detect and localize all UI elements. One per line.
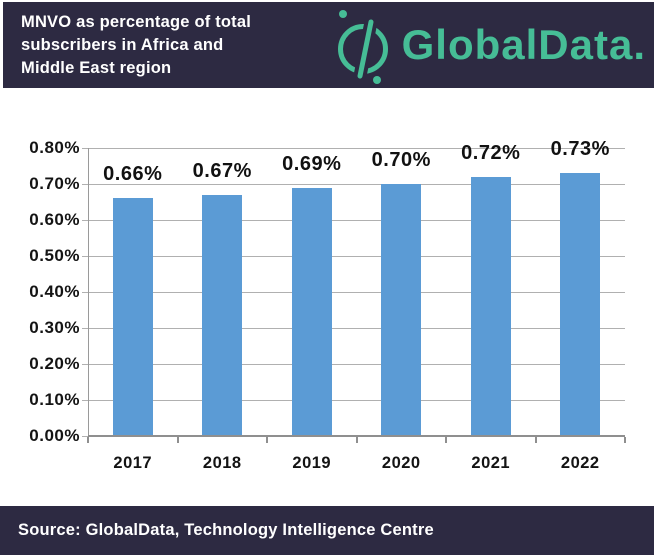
x-axis-label: 2022 [560,454,600,472]
x-axis-label: 2019 [292,454,332,472]
x-axis-tick [176,437,179,443]
x-axis-label: 2018 [202,454,242,472]
gridline [82,255,625,257]
bar [202,194,243,436]
y-axis-label: 0.70% [29,174,80,193]
y-axis-label: 0.20% [29,354,80,373]
y-axis-label: 0.60% [29,210,80,229]
x-axis-label: 2021 [471,454,511,472]
bar [112,198,153,436]
gridline [82,183,625,185]
bar-value-label: 0.70% [371,149,431,171]
source-bar: Source: GlobalData, Technology Intellige… [0,506,654,555]
y-axis-label: 0.40% [29,282,80,301]
y-tick [82,435,88,437]
y-axis-label: 0.50% [29,246,80,265]
y-axis-label: 0.00% [29,426,80,445]
x-axis-tick [266,437,268,443]
header: MNVO as percentage of total subscribers … [3,2,654,88]
source-text: Source: GlobalData, Technology Intellige… [18,521,434,539]
chart-title-line-1: MNVO as percentage of total [21,12,252,31]
bar [560,173,601,436]
bar-value-label: 0.67% [192,159,252,182]
chart-title-line-3: Middle East region [21,58,172,77]
x-axis-tick [534,437,537,443]
bar [291,187,332,436]
bar-value-label: 0.66% [103,163,163,186]
x-axis-tick [87,437,89,443]
gridline [82,327,625,329]
bar-value-label: 0.73% [550,138,610,161]
bar-value-label: 0.69% [282,152,342,175]
globaldata-logo: GlobalData. [336,6,646,84]
y-axis-line [88,148,89,436]
gridline [82,147,625,149]
x-axis-tick [355,437,358,443]
gridline [82,399,625,401]
chart-title-line-2: subscribers in Africa and [21,35,224,54]
chart-title: MNVO as percentage of total subscribers … [21,11,251,80]
bar [381,184,422,436]
x-axis-line [88,435,625,437]
x-axis-label: 2017 [113,454,153,472]
x-axis-label: 2020 [381,454,421,472]
gridline [82,291,625,293]
y-axis-label: 0.30% [29,318,80,337]
globaldata-wordmark: GlobalData. [401,21,646,68]
bar-value-label: 0.72% [461,141,521,164]
gridline [82,219,625,221]
y-axis-label: 0.10% [29,390,80,409]
gridline [82,363,625,365]
y-axis-label: 0.80% [29,138,80,157]
globaldata-globe-icon [337,10,388,84]
x-axis-tick [445,437,447,443]
bar-chart: 0.80% 0.70% 0.60% 0.50% 0.40% 0.30% 0.20% 0.10%… [0,88,654,506]
x-axis-tick [624,437,626,443]
bar [470,176,511,436]
